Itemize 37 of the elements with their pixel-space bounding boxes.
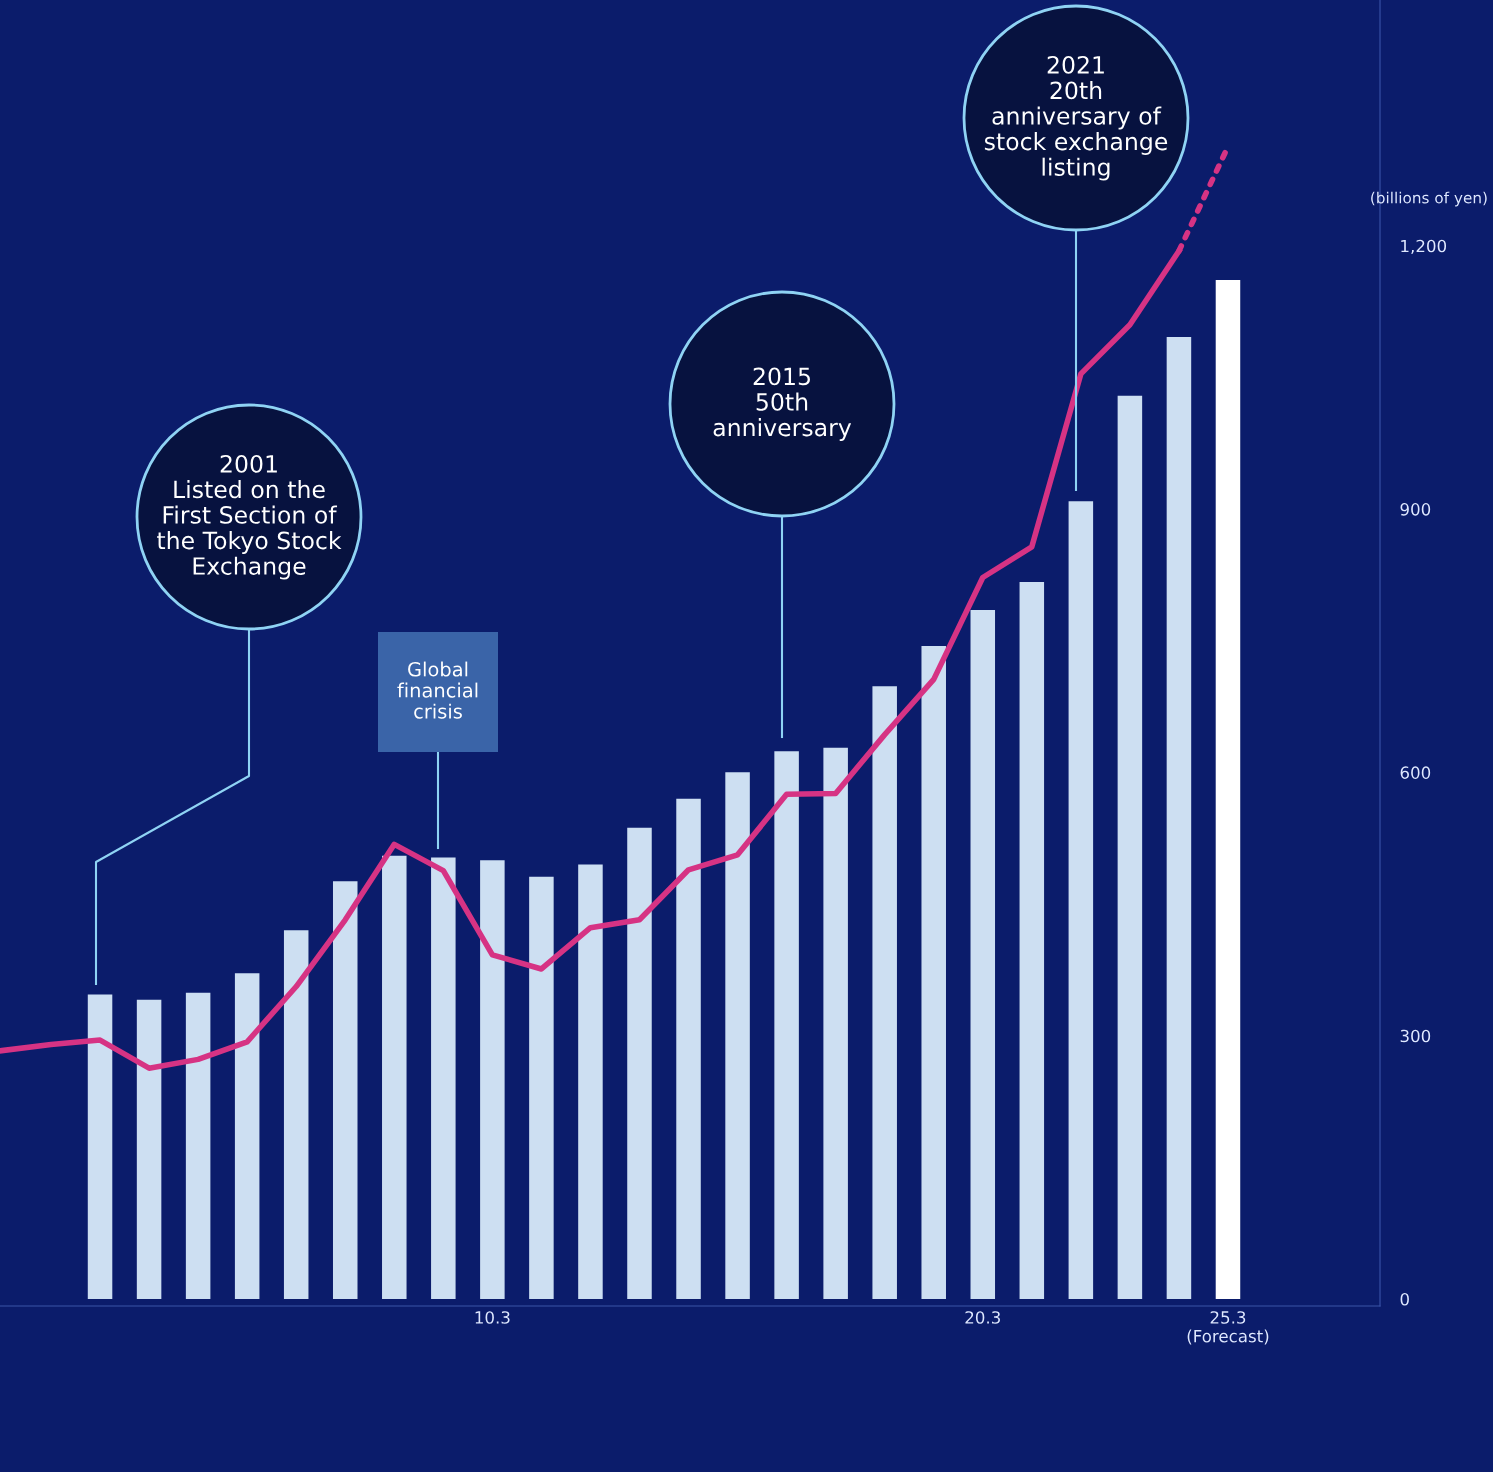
bar	[1019, 581, 1045, 1299]
bar	[774, 751, 799, 1299]
bar	[921, 645, 946, 1299]
annotation: 2001 Listed on the First Section of the Tokyo Stock Exchange	[157, 454, 342, 580]
bar	[823, 747, 848, 1299]
y-axis-title: (billions of yen)	[1371, 191, 1487, 207]
bar	[1117, 395, 1143, 1299]
annotation: Global financial crisis	[397, 661, 478, 719]
bar	[872, 686, 897, 1299]
y-tick-label: 0	[1400, 1292, 1409, 1306]
bar	[382, 855, 407, 1299]
bar	[1166, 337, 1192, 1299]
bar	[87, 994, 113, 1299]
bar	[283, 930, 309, 1299]
y-tick-label: 900	[1400, 503, 1431, 516]
y-tick-label: 1,200	[1401, 239, 1447, 255]
bar	[234, 973, 260, 1299]
bar	[1215, 279, 1241, 1299]
y-tick-label: 300	[1400, 1029, 1431, 1043]
annotation: 2015 50th anniversary	[713, 367, 852, 441]
bar	[725, 772, 750, 1299]
x-tick-label: 25.3 (Forecast)	[1187, 1311, 1269, 1345]
annotation: 2021 20th anniversary of stock exchange listing	[984, 55, 1168, 181]
bar	[136, 999, 162, 1299]
y-tick-label: 600	[1400, 766, 1431, 779]
bar	[676, 798, 701, 1299]
bar	[480, 860, 505, 1299]
bar	[627, 827, 652, 1299]
x-tick-label: 10.3	[475, 1311, 510, 1324]
bar	[970, 609, 996, 1299]
bar	[185, 992, 211, 1299]
bar	[578, 864, 603, 1299]
bar	[431, 857, 456, 1299]
x-tick-label: 20.3	[965, 1311, 1000, 1324]
bar	[1068, 501, 1094, 1299]
bar	[529, 876, 554, 1299]
bar	[332, 881, 358, 1299]
